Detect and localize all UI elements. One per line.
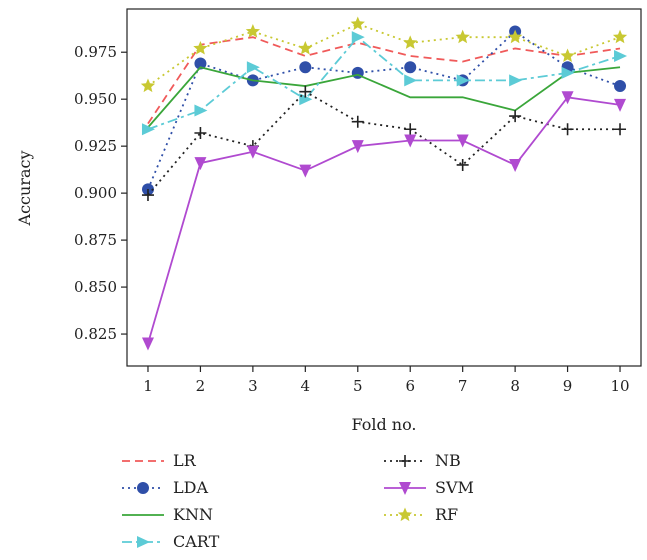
data-point-svm — [194, 157, 207, 171]
data-point-svm — [141, 337, 154, 351]
data-point-nb — [456, 158, 469, 171]
y-tick-label: 0.900 — [74, 184, 117, 202]
series-line-knn — [147, 66, 621, 128]
data-point-rf — [507, 29, 523, 44]
series-rf — [140, 16, 628, 93]
data-point-lda — [404, 61, 417, 74]
series-line-svm — [147, 96, 621, 344]
data-point-svm — [404, 134, 417, 148]
legend-label: LDA — [173, 478, 208, 497]
data-point-nb — [194, 127, 207, 140]
y-tick-label: 0.825 — [74, 325, 117, 343]
data-point-cart — [246, 61, 260, 74]
data-point-rf — [193, 40, 208, 55]
data-point-nb — [404, 123, 417, 136]
data-point-nb — [509, 110, 522, 123]
data-point-cart — [299, 93, 313, 106]
data-point-cart — [404, 74, 418, 87]
data-point-rf — [245, 24, 261, 38]
data-point-lda — [614, 80, 627, 93]
data-point-svm — [509, 158, 522, 172]
data-point-cart — [141, 123, 155, 136]
data-point-rf — [560, 48, 575, 63]
y-axis-title: Accuracy — [15, 151, 34, 227]
data-point-svm — [614, 98, 627, 112]
legend-item-cart: CART — [122, 532, 220, 551]
data-point-cart — [351, 31, 365, 44]
x-tick-label: 9 — [563, 377, 573, 395]
legend-swatch-marker — [137, 536, 150, 548]
x-tick-label: 7 — [458, 377, 468, 395]
series-line-rf — [147, 23, 621, 87]
data-point-lda — [194, 57, 207, 70]
data-point-rf — [350, 16, 365, 31]
legend-label: RF — [435, 505, 458, 524]
data-point-svm — [299, 164, 312, 178]
x-tick-label: 10 — [610, 377, 629, 395]
legend-swatch-marker — [137, 482, 149, 494]
legend-swatch-marker — [397, 507, 413, 522]
series-layer — [140, 16, 628, 351]
data-point-nb — [299, 85, 312, 98]
data-point-svm — [561, 91, 574, 105]
y-tick-label: 0.975 — [74, 43, 117, 61]
legend-swatch-marker — [399, 482, 411, 495]
legend-label: KNN — [173, 505, 213, 524]
data-point-nb — [141, 189, 154, 202]
data-point-cart — [456, 74, 470, 87]
legend-swatch-marker — [399, 455, 411, 467]
x-tick-label: 2 — [196, 377, 206, 395]
x-tick-label: 3 — [248, 377, 258, 395]
data-point-cart — [509, 74, 523, 87]
legend: LR LDA KNN CART NB SVM RF — [122, 451, 474, 551]
legend-label: CART — [173, 532, 220, 551]
data-point-svm — [246, 145, 259, 159]
x-tick-label: 6 — [405, 377, 415, 395]
x-axis: 1 2 3 4 5 6 7 8 9 10 — [143, 366, 630, 395]
data-point-cart — [561, 66, 575, 79]
x-tick-label: 4 — [301, 377, 311, 395]
series-knn — [147, 66, 621, 128]
x-tick-label: 5 — [353, 377, 363, 395]
y-tick-label: 0.850 — [74, 278, 117, 296]
series-line-cart — [147, 35, 621, 131]
series-line-nb — [147, 90, 621, 196]
legend-item-knn: KNN — [122, 505, 213, 524]
legend-item-lda: LDA — [122, 478, 208, 497]
series-line-lda — [147, 30, 621, 190]
data-point-svm — [456, 134, 469, 148]
data-point-rf — [140, 78, 156, 93]
legend-item-nb: NB — [384, 451, 461, 470]
x-tick-label: 1 — [143, 377, 153, 395]
data-point-rf — [612, 29, 628, 44]
series-cart — [141, 31, 628, 136]
data-point-rf — [403, 35, 418, 49]
y-axis: 0.825 0.850 0.875 0.900 0.925 0.950 0.975 — [74, 43, 127, 343]
plot-area — [126, 8, 642, 367]
legend-label: SVM — [435, 478, 474, 497]
data-point-cart — [194, 104, 208, 117]
data-point-nb — [351, 115, 364, 128]
data-point-nb — [614, 123, 627, 136]
x-tick-label: 8 — [510, 377, 520, 395]
data-point-rf — [455, 29, 470, 44]
legend-item-rf: RF — [384, 505, 458, 524]
data-point-svm — [351, 140, 364, 154]
data-point-nb — [561, 123, 574, 136]
legend-label: LR — [173, 451, 197, 470]
legend-item-svm: SVM — [384, 478, 474, 497]
y-tick-label: 0.925 — [74, 137, 117, 155]
legend-label: NB — [435, 451, 461, 470]
y-tick-label: 0.875 — [74, 231, 117, 249]
series-svm — [141, 91, 627, 351]
data-point-rf — [298, 40, 313, 55]
x-axis-title: Fold no. — [351, 415, 416, 434]
legend-item-lr: LR — [122, 451, 197, 470]
data-point-cart — [614, 49, 628, 62]
y-tick-label: 0.950 — [74, 90, 117, 108]
data-point-lda — [299, 61, 312, 74]
